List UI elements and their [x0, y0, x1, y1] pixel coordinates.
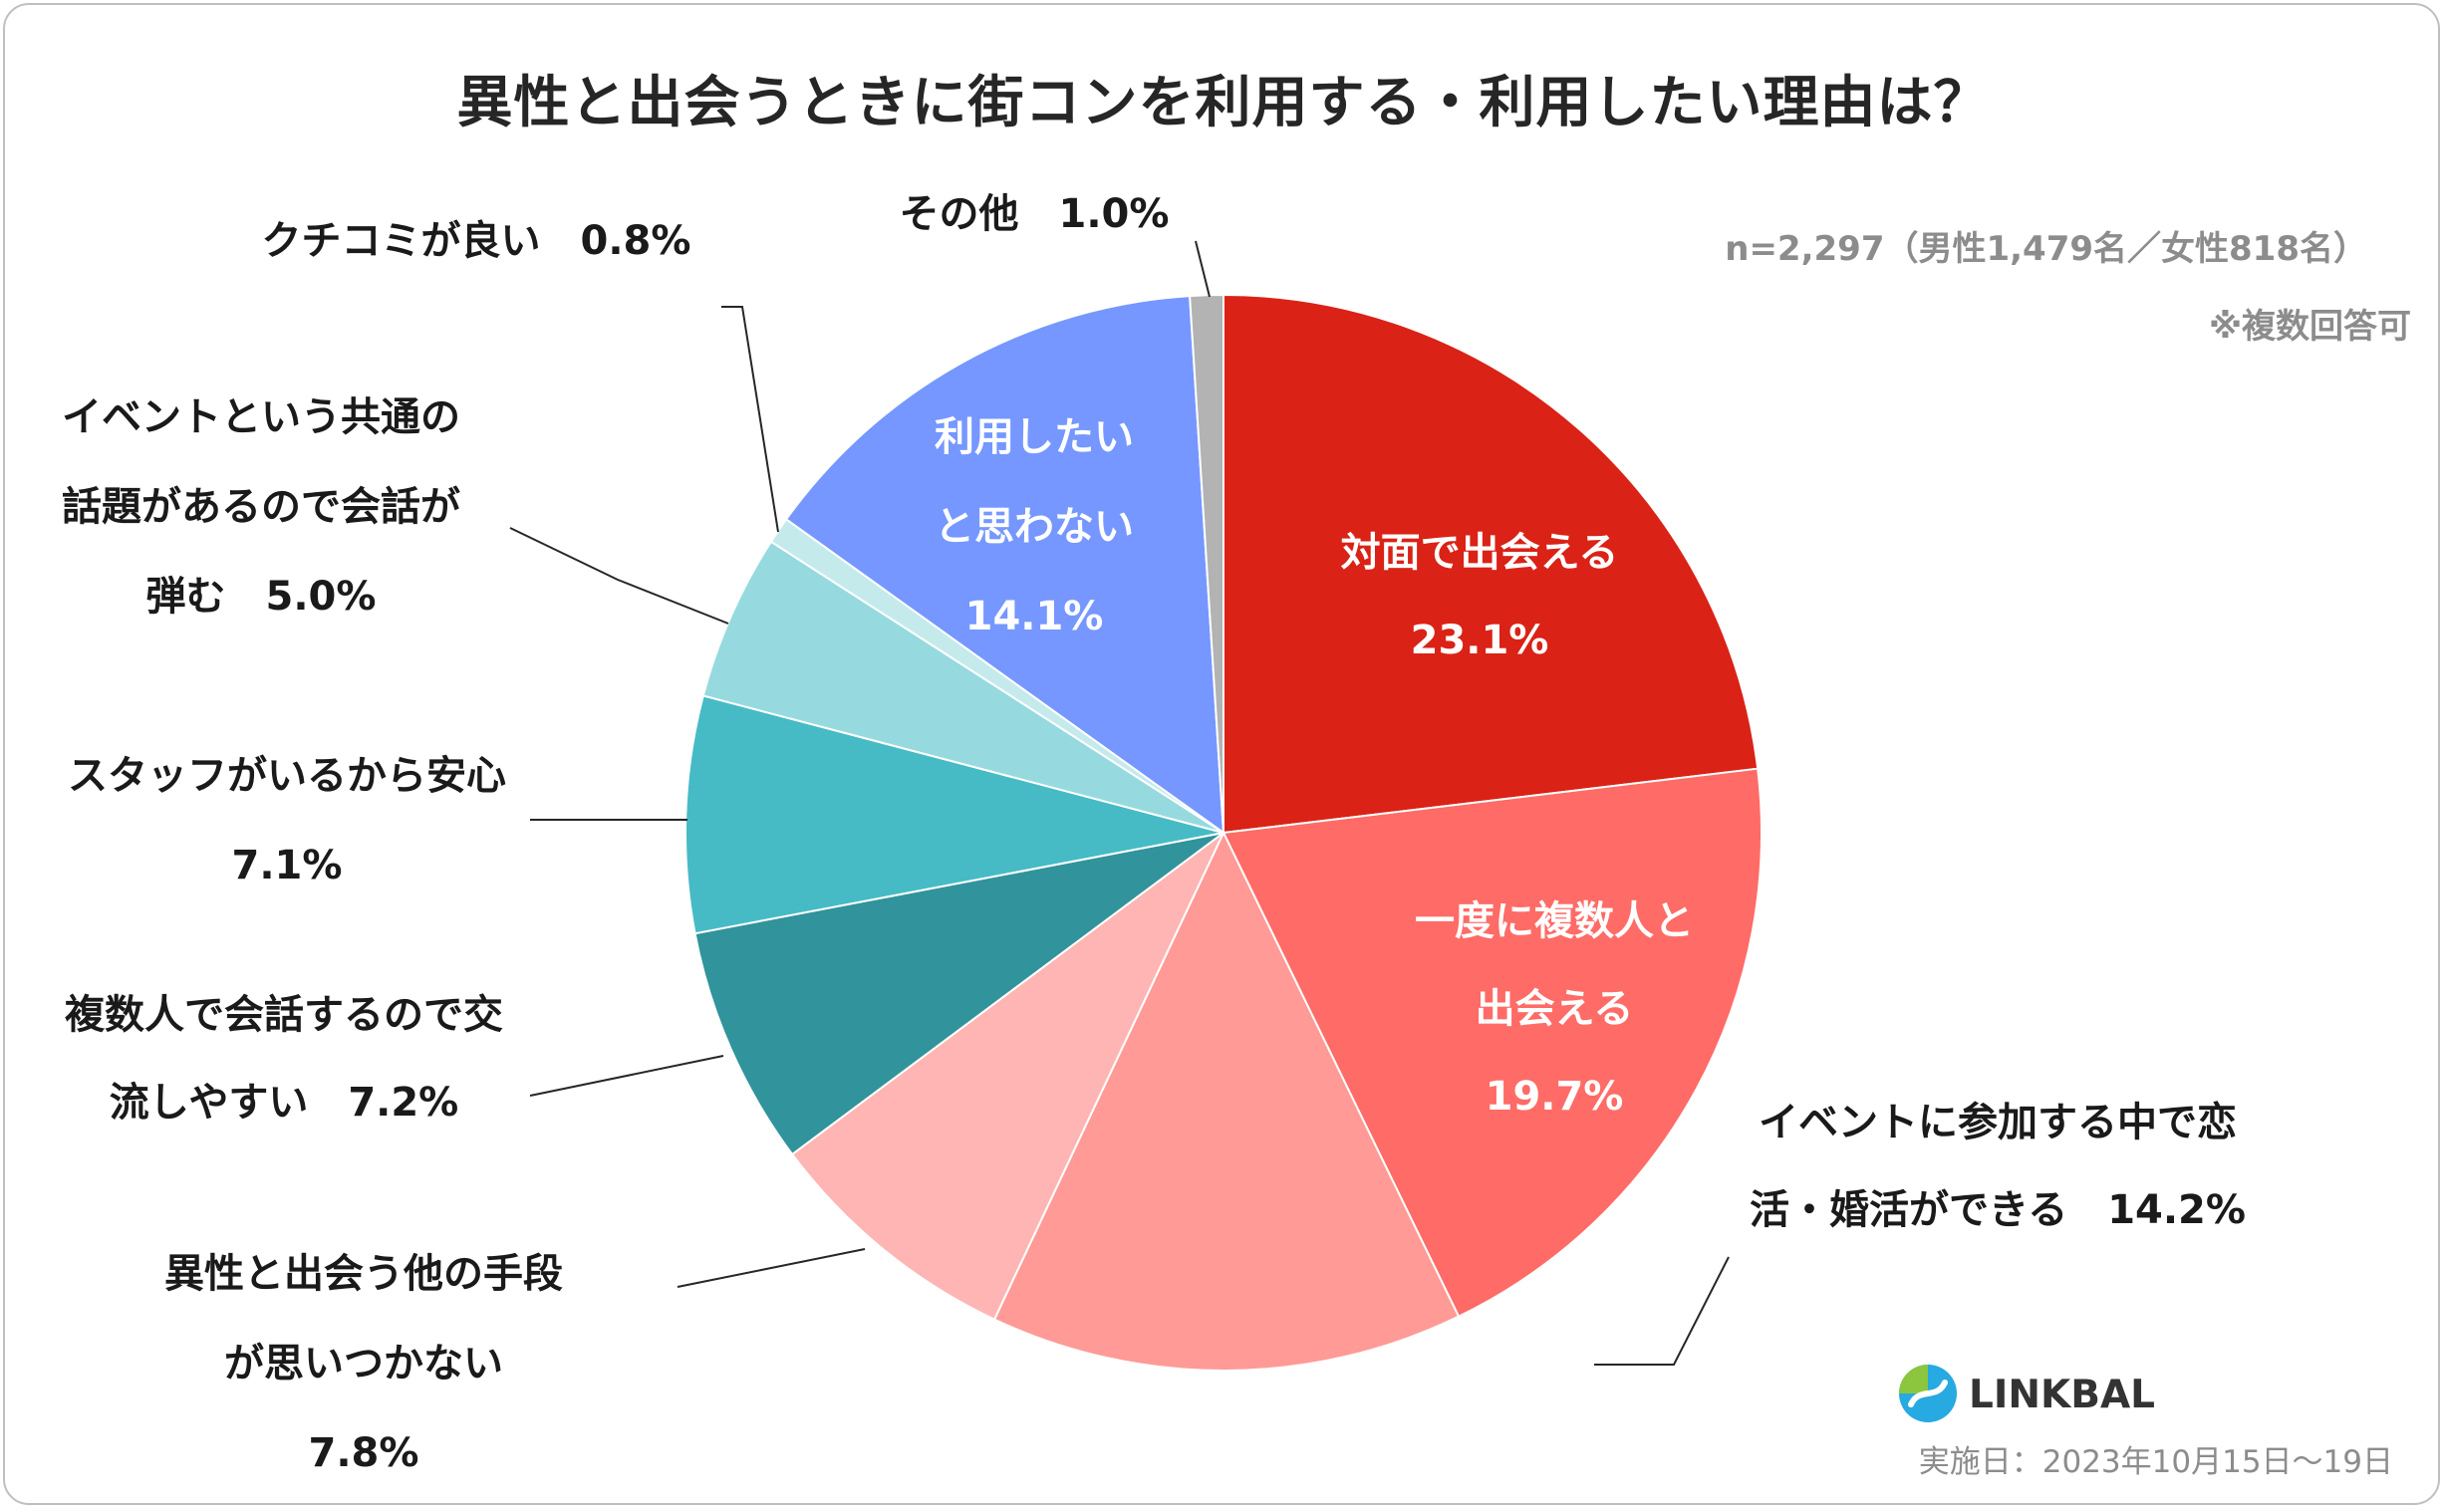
- slice-label-line: 利用したい: [935, 414, 1134, 460]
- slice-label-line: 異性と出会う他の手段: [164, 1251, 563, 1297]
- slice-label-6: スタッフがいるから安心 7.1%: [68, 753, 506, 888]
- slice-label-line: 弾む 5.0%: [146, 574, 377, 620]
- slice-label-10: その他 1.0%: [900, 191, 1170, 237]
- slice-label-line: 7.8%: [309, 1430, 419, 1476]
- slice-label-line: 一度に複数人と: [1415, 898, 1694, 944]
- leader-line-4: [677, 1248, 866, 1288]
- pie-slice-10: [1189, 293, 1224, 834]
- slice-label-line: 7.1%: [232, 843, 343, 888]
- pie-slice-6: [684, 694, 1224, 935]
- leader-line-5: [529, 1055, 724, 1097]
- slice-label-line: 流しやすい 7.2%: [110, 1080, 459, 1126]
- chart-title: 異性と出会うときに街コンを利用する・利用したい理由は？: [456, 71, 1991, 135]
- multi-answer-note: ※複数回答可: [2208, 307, 2411, 347]
- slice-label-line: 出会える: [1476, 986, 1634, 1032]
- slice-label-line: 14.1%: [965, 594, 1104, 639]
- brand-logo: LINKBAL: [1897, 1359, 2156, 1428]
- leader-line-10: [1195, 240, 1211, 298]
- slice-label-line: イベントという共通の: [62, 394, 460, 440]
- sample-size-note: n=2,297（男性1,479名／女性818名）: [1725, 229, 2367, 269]
- slice-label-line: 19.7%: [1486, 1074, 1624, 1120]
- slice-label-line: クチコミが良い 0.8%: [262, 218, 691, 264]
- slice-label-line: 活・婚活ができる 14.2%: [1750, 1187, 2246, 1233]
- pie-slice-1: [1223, 293, 1760, 835]
- slice-label-9: 利用したいと思わない 14.1%: [935, 414, 1134, 639]
- pie-slice-5: [693, 832, 1224, 1156]
- pie-slice-4: [790, 832, 1224, 1321]
- slice-label-line: 複数人で会話するので交: [65, 992, 503, 1038]
- slice-label-line: 23.1%: [1411, 618, 1549, 663]
- slice-label-line: その他 1.0%: [900, 191, 1170, 237]
- slice-label-line: が思いつかない: [224, 1341, 503, 1386]
- pie-slice-7: [701, 540, 1224, 834]
- leader-line-7: [509, 527, 729, 625]
- leader-line-8: [721, 306, 779, 533]
- pie-slice-9: [784, 295, 1225, 836]
- survey-date: 実施日：2023年10月15日～19日: [1918, 1444, 2393, 1480]
- slice-label-line: と思わない: [935, 504, 1134, 550]
- slice-label-line: 対面で出会える: [1341, 530, 1619, 576]
- slice-label-line: スタッフがいるから安心: [68, 753, 506, 799]
- slice-label-line: 話題があるので会話が: [62, 484, 460, 530]
- slice-label-5: 複数人で会話するので交流しやすい 7.2%: [65, 992, 503, 1126]
- slice-label-7: イベントという共通の話題があるので会話が弾む 5.0%: [62, 394, 460, 620]
- slice-label-8: クチコミが良い 0.8%: [262, 218, 691, 264]
- brand-logo-icon: [1899, 1365, 1957, 1422]
- leader-line-3: [1594, 1256, 1730, 1366]
- slice-label-line: イベントに参加する中で恋: [1759, 1100, 2237, 1145]
- pie-slice-3: [992, 830, 1461, 1372]
- slice-label-2: 一度に複数人と出会える 19.7%: [1415, 898, 1694, 1120]
- slice-label-4: 異性と出会う他の手段が思いつかない 7.8%: [164, 1251, 563, 1476]
- pie-slice-2: [1222, 767, 1763, 1319]
- brand-name: LINKBAL: [1969, 1373, 2155, 1417]
- slice-label-3: イベントに参加する中で恋活・婚活ができる 14.2%: [1750, 1100, 2246, 1233]
- slice-label-1: 対面で出会える 23.1%: [1341, 530, 1619, 663]
